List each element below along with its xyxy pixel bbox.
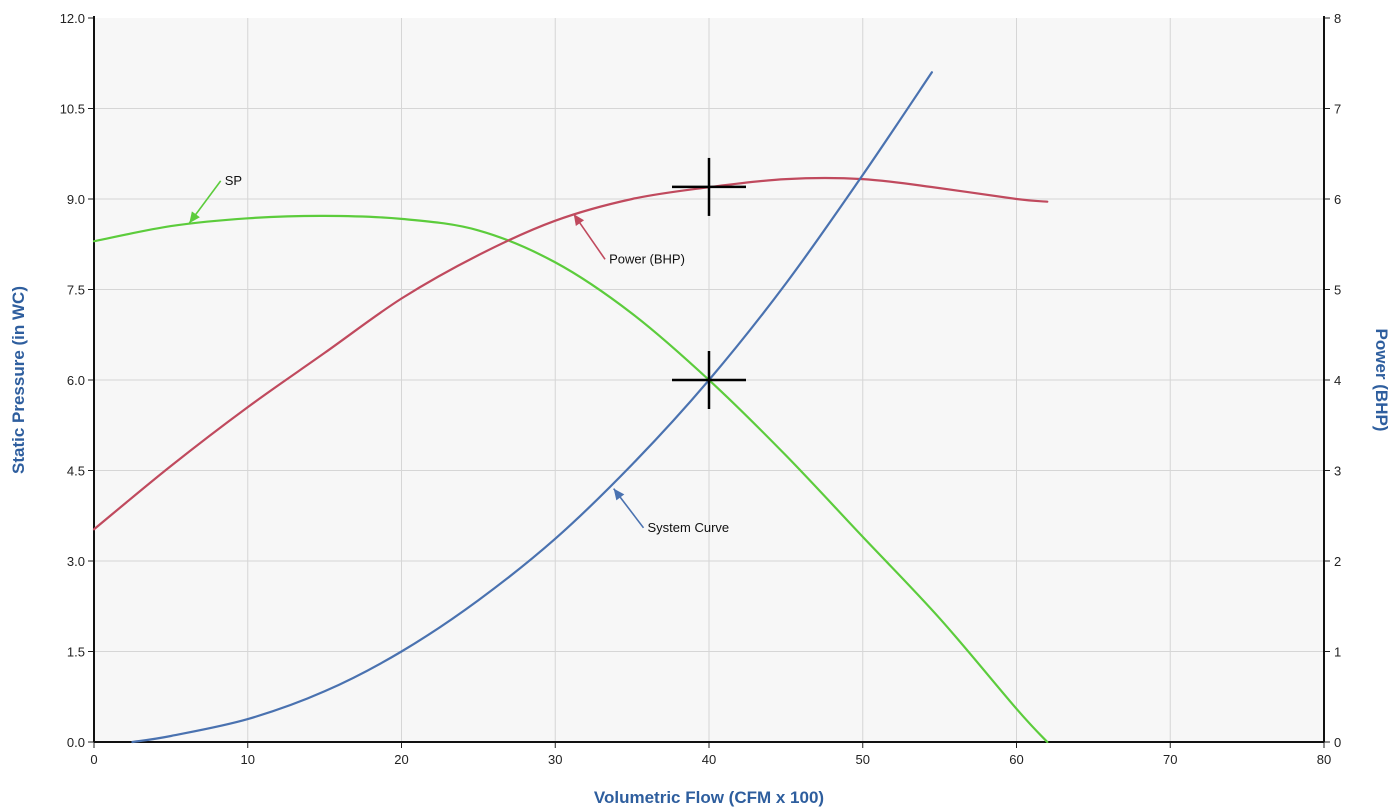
annotation-arrowhead xyxy=(573,214,585,226)
y2-tick-label: 8 xyxy=(1334,11,1341,26)
y2-axis-title: Power (BHP) xyxy=(1372,329,1391,432)
x-tick-label: 20 xyxy=(394,752,408,767)
x-tick-label: 30 xyxy=(548,752,562,767)
y-axis-title: Static Pressure (in WC) xyxy=(9,286,28,474)
series-sp-line xyxy=(92,214,1049,744)
y-tick-label: 4.5 xyxy=(67,464,85,479)
annotation-label: Power (BHP) xyxy=(609,251,685,266)
y2-tick-label: 3 xyxy=(1334,464,1341,479)
y2-tick-label: 0 xyxy=(1334,735,1341,750)
x-tick-label: 40 xyxy=(702,752,716,767)
x-tick-label: 70 xyxy=(1163,752,1177,767)
y2-tick-label: 7 xyxy=(1334,102,1341,117)
series-system-line xyxy=(131,71,933,744)
y2-tick-label: 1 xyxy=(1334,645,1341,660)
annotations: SP Power (BHP) System Curve xyxy=(188,173,730,535)
y-tick-label: 7.5 xyxy=(67,283,85,298)
y-tick-label: 3.0 xyxy=(67,554,85,569)
operating-point-markers xyxy=(672,157,746,409)
y2-tick-label: 5 xyxy=(1334,283,1341,298)
axes: 0 10 20 30 40 50 60 70 800.01.53.04.56.07.59.010… xyxy=(60,11,1342,767)
annotation-label: SP xyxy=(225,173,242,188)
annotation-label: System Curve xyxy=(648,520,730,535)
y-tick-label: 6.0 xyxy=(67,373,85,388)
x-axis-title: Volumetric Flow (CFM x 100) xyxy=(594,788,824,807)
series-power-line xyxy=(92,176,1049,531)
x-tick-label: 60 xyxy=(1009,752,1023,767)
x-tick-label: 0 xyxy=(90,752,97,767)
y-tick-label: 12.0 xyxy=(60,11,85,26)
y-tick-label: 10.5 xyxy=(60,102,85,117)
y2-tick-label: 6 xyxy=(1334,192,1341,207)
y2-tick-label: 4 xyxy=(1334,373,1341,388)
annotation-arrowhead xyxy=(189,211,200,224)
y2-tick-label: 2 xyxy=(1334,554,1341,569)
annotation-arrowhead xyxy=(613,488,625,501)
x-tick-label: 10 xyxy=(241,752,255,767)
x-tick-label: 50 xyxy=(856,752,870,767)
y-tick-label: 1.5 xyxy=(67,645,85,660)
x-tick-label: 80 xyxy=(1317,752,1331,767)
y-tick-label: 0.0 xyxy=(67,735,85,750)
y-tick-label: 9.0 xyxy=(67,192,85,207)
series-layer xyxy=(92,71,1049,744)
